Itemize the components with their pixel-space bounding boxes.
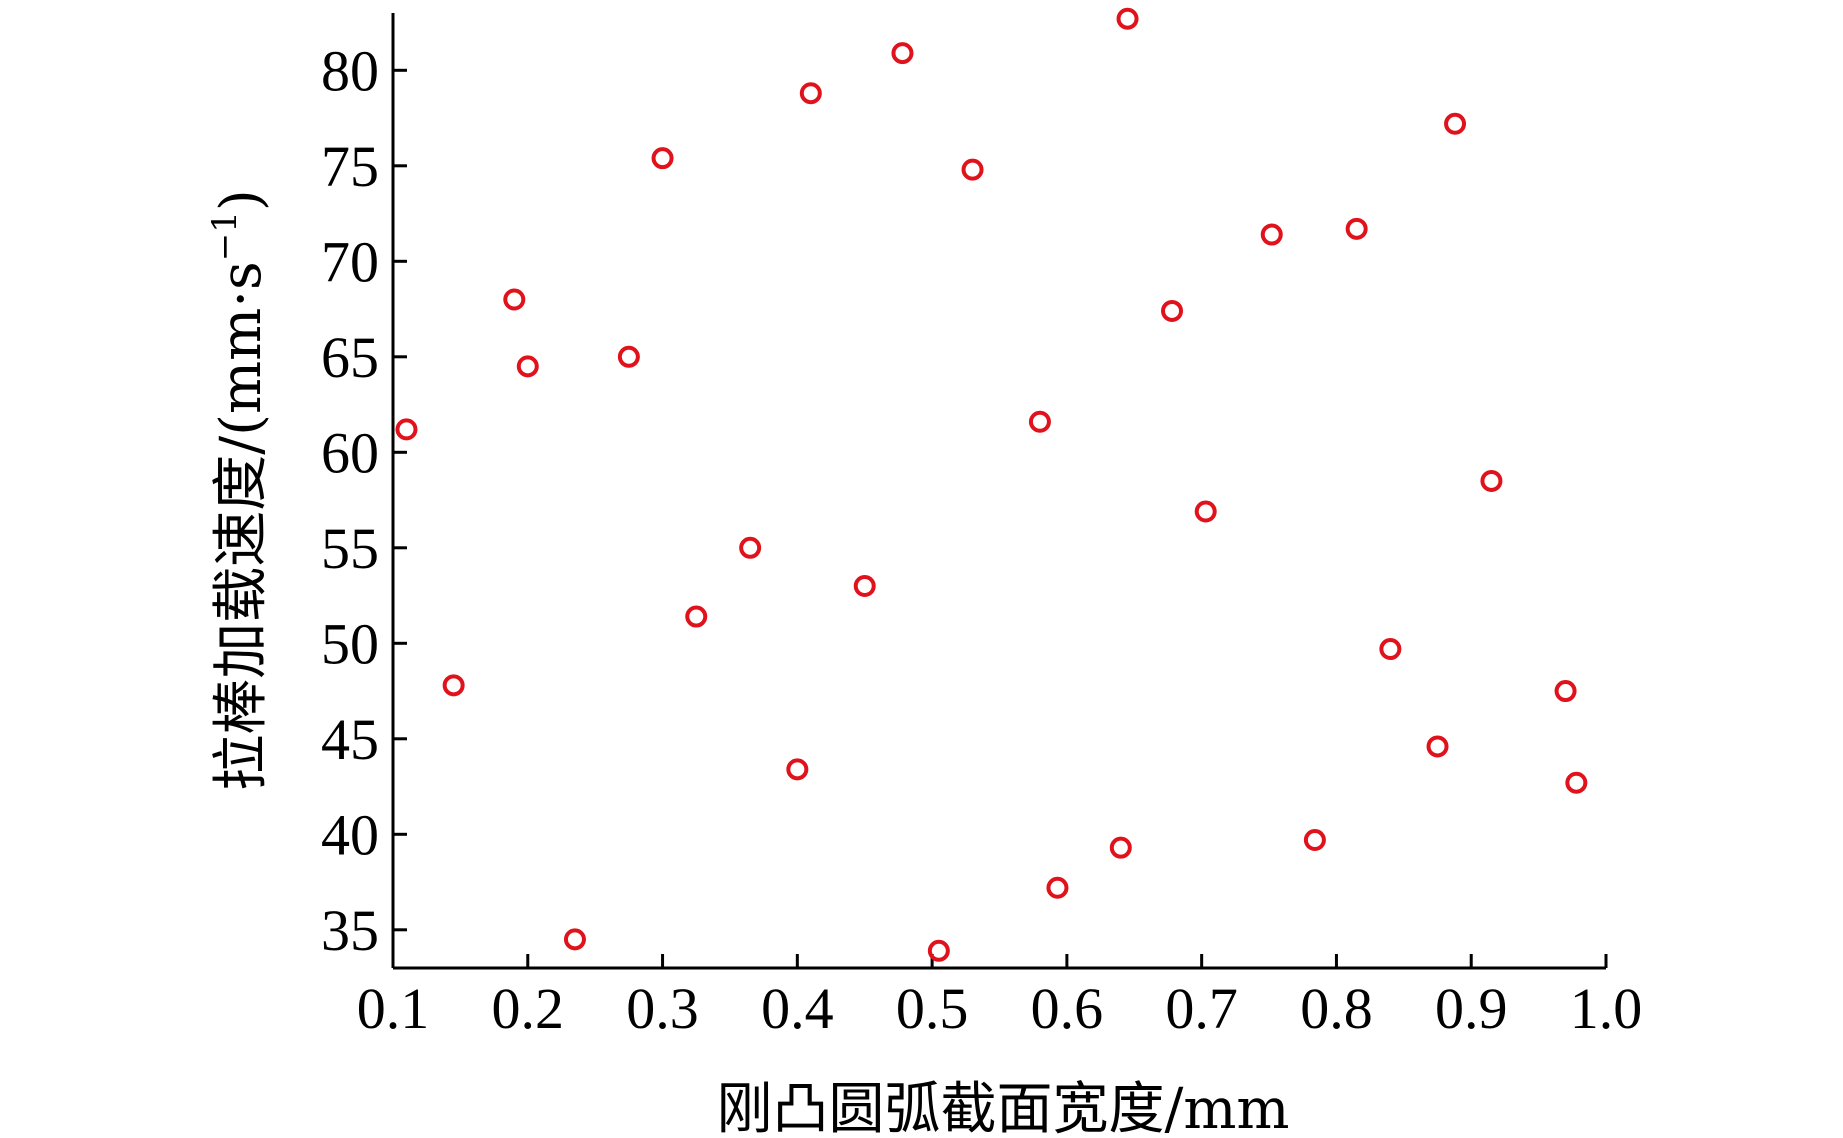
data-point — [1116, 7, 1139, 30]
x-tick-label: 0.2 — [492, 976, 565, 1041]
x-axis-ticks: 0.1 0.2 0.3 0.4 0.5 0.6 0.7 0.8 0.9 1.0 — [357, 954, 1643, 1041]
data-point — [516, 355, 539, 378]
x-tick-label: 0.3 — [626, 976, 699, 1041]
data-point — [1554, 680, 1577, 703]
data-point — [1444, 112, 1467, 135]
data-point — [1565, 771, 1588, 794]
data-point — [1426, 735, 1449, 758]
y-tick-label: 45 — [321, 707, 379, 772]
x-axis-title: 刚凸圆弧截面宽度/mm — [716, 1077, 1289, 1138]
data-point — [503, 288, 526, 311]
y-axis-title-end: ) — [209, 189, 274, 211]
y-tick-label: 40 — [321, 802, 379, 867]
x-tick-label: 0.4 — [761, 976, 834, 1041]
y-axis-title: 拉棒加载速度/(mm·s−1) — [205, 189, 274, 790]
x-tick-label: 0.6 — [1031, 976, 1104, 1041]
data-point — [891, 42, 914, 65]
x-tick-label: 0.5 — [896, 976, 969, 1041]
data-point — [786, 758, 809, 781]
data-points — [395, 7, 1588, 962]
x-tick-label: 0.7 — [1165, 976, 1238, 1041]
data-point — [927, 939, 950, 962]
axes — [391, 13, 1606, 970]
data-point — [1260, 223, 1283, 246]
data-point — [1194, 500, 1217, 523]
data-point — [1046, 876, 1069, 899]
x-tick-label: 0.8 — [1300, 976, 1373, 1041]
y-tick-label: 65 — [321, 325, 379, 390]
data-point — [739, 536, 762, 559]
data-point — [685, 605, 708, 628]
y-tick-label: 55 — [321, 516, 379, 581]
x-tick-label: 1.0 — [1570, 976, 1643, 1041]
data-point — [1480, 469, 1503, 492]
data-point — [799, 82, 822, 105]
data-point — [1379, 638, 1402, 661]
data-point — [1161, 299, 1184, 322]
y-tick-label: 75 — [321, 134, 379, 199]
data-point — [1028, 410, 1051, 433]
data-point — [1109, 836, 1132, 859]
y-tick-label: 70 — [321, 229, 379, 294]
y-axis-title-main: 拉棒加载速度/(mm·s — [209, 261, 274, 790]
data-point — [1345, 217, 1368, 240]
x-tick-label: 0.1 — [357, 976, 430, 1041]
data-point — [651, 147, 674, 170]
data-point — [617, 345, 640, 368]
data-point — [563, 928, 586, 951]
y-tick-label: 50 — [321, 611, 379, 676]
y-axis-title-superscript: −1 — [205, 211, 245, 261]
data-point — [853, 575, 876, 597]
x-tick-label: 0.9 — [1435, 976, 1508, 1041]
y-tick-label: 60 — [321, 420, 379, 485]
data-point — [961, 158, 984, 181]
y-axis-ticks: 35 40 45 50 55 60 65 70 75 80 — [321, 38, 407, 963]
data-point — [1303, 829, 1326, 852]
data-point — [395, 418, 418, 441]
data-point — [442, 674, 465, 697]
y-tick-label: 35 — [321, 898, 379, 963]
y-tick-label: 80 — [321, 38, 379, 103]
